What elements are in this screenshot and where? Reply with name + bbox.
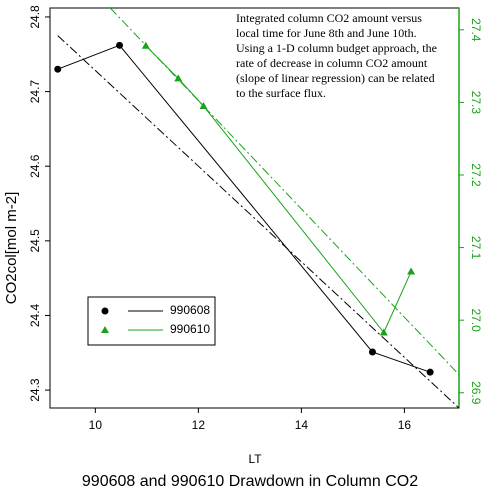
annotation-line: (slope of linear regression) can be rela… xyxy=(236,71,435,85)
marker xyxy=(426,368,434,376)
y-tick-label: 24.6 xyxy=(28,154,42,178)
y-tick-label: 24.5 xyxy=(28,229,42,253)
y-axis-label: CO2col[mol m-2] xyxy=(3,192,20,305)
y2-tick-label: 27.1 xyxy=(469,236,483,260)
y2-tick-label: 27.2 xyxy=(469,163,483,187)
marker xyxy=(101,307,109,315)
regression-line xyxy=(109,8,459,375)
y2-tick-label: 27.0 xyxy=(469,308,483,332)
marker xyxy=(141,41,150,49)
annotation-line: rate of decrease in column CO2 amount xyxy=(236,56,428,70)
marker xyxy=(54,65,62,73)
x-tick-label: 10 xyxy=(89,418,103,432)
marker xyxy=(368,348,376,356)
annotation: Integrated column CO2 amount versus local… xyxy=(236,11,437,100)
marker xyxy=(116,41,124,49)
legend-label: 990610 xyxy=(170,322,210,336)
x-tick-label: 16 xyxy=(398,418,412,432)
marker xyxy=(199,102,208,110)
marker xyxy=(379,328,388,336)
annotation-line: local time for June 8th and June 10th. xyxy=(236,26,417,40)
x-axis-label: LT xyxy=(248,452,262,466)
y2-tick-label: 27.3 xyxy=(469,91,483,115)
series-line xyxy=(57,44,431,373)
y-tick-label: 24.4 xyxy=(28,303,42,327)
legend-label: 990608 xyxy=(170,303,210,317)
y-tick-label: 24.3 xyxy=(28,378,42,402)
y2-tick-label: 26.9 xyxy=(469,381,483,405)
marker xyxy=(407,267,416,275)
annotation-line: to the surface flux. xyxy=(236,86,326,100)
marker xyxy=(101,326,109,333)
x-tick-label: 14 xyxy=(295,418,309,432)
legend-box xyxy=(87,296,216,346)
regression-line xyxy=(57,35,459,408)
chart-title: 990608 and 990610 Drawdown in Column CO2 xyxy=(82,473,418,490)
x-tick-label: 12 xyxy=(192,418,206,432)
marker xyxy=(174,74,183,82)
annotation-line: Integrated column CO2 amount versus xyxy=(236,11,422,25)
y2-tick-label: 27.4 xyxy=(469,18,483,42)
y-tick-label: 24.8 xyxy=(28,5,42,29)
y-tick-label: 24.7 xyxy=(28,80,42,104)
annotation-line: Using a 1-D column budget approach, the xyxy=(236,41,437,55)
